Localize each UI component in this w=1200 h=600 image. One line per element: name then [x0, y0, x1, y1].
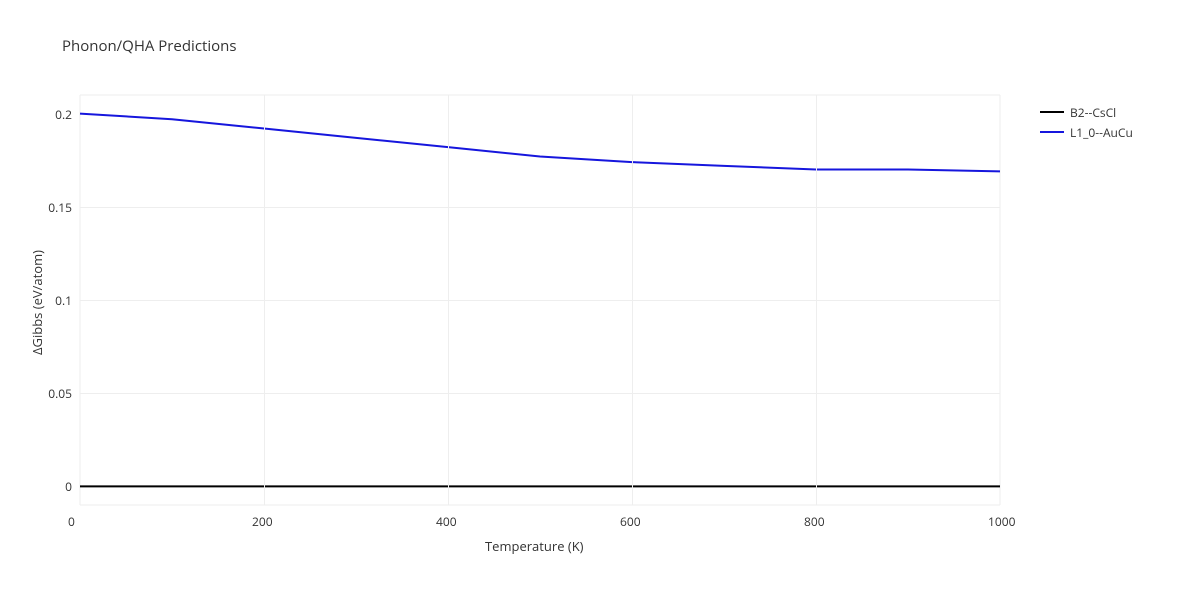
y-tick-label: 0.1	[55, 292, 72, 309]
x-tick-label: 0	[68, 513, 108, 530]
y-tick-label: 0.15	[48, 199, 72, 216]
legend-item[interactable]: L1_0--AuCu	[1040, 122, 1133, 142]
legend[interactable]: B2--CsCl L1_0--AuCu	[1040, 102, 1133, 142]
x-tick-label: 1000	[988, 513, 1028, 530]
legend-swatch	[1040, 111, 1064, 113]
y-grid-line	[80, 300, 1000, 301]
y-tick-label: 0	[65, 478, 72, 495]
legend-label: L1_0--AuCu	[1070, 124, 1133, 141]
y-tick-label: 0.2	[55, 106, 72, 123]
y-axis-title: ΔGibbs (eV/atom)	[28, 250, 46, 355]
legend-swatch	[1040, 131, 1064, 133]
series-line[interactable]	[80, 114, 1000, 172]
legend-label: B2--CsCl	[1070, 104, 1116, 121]
x-tick-label: 200	[252, 513, 292, 530]
y-grid-line	[80, 393, 1000, 394]
chart-container: Phonon/QHA Predictions Temperature (K) Δ…	[0, 0, 1200, 600]
x-tick-label: 800	[804, 513, 844, 530]
x-tick-label: 400	[436, 513, 476, 530]
x-axis-title: Temperature (K)	[485, 537, 584, 555]
y-grid-line	[80, 207, 1000, 208]
x-tick-label: 600	[620, 513, 660, 530]
legend-item[interactable]: B2--CsCl	[1040, 102, 1133, 122]
y-tick-label: 0.05	[48, 385, 72, 402]
